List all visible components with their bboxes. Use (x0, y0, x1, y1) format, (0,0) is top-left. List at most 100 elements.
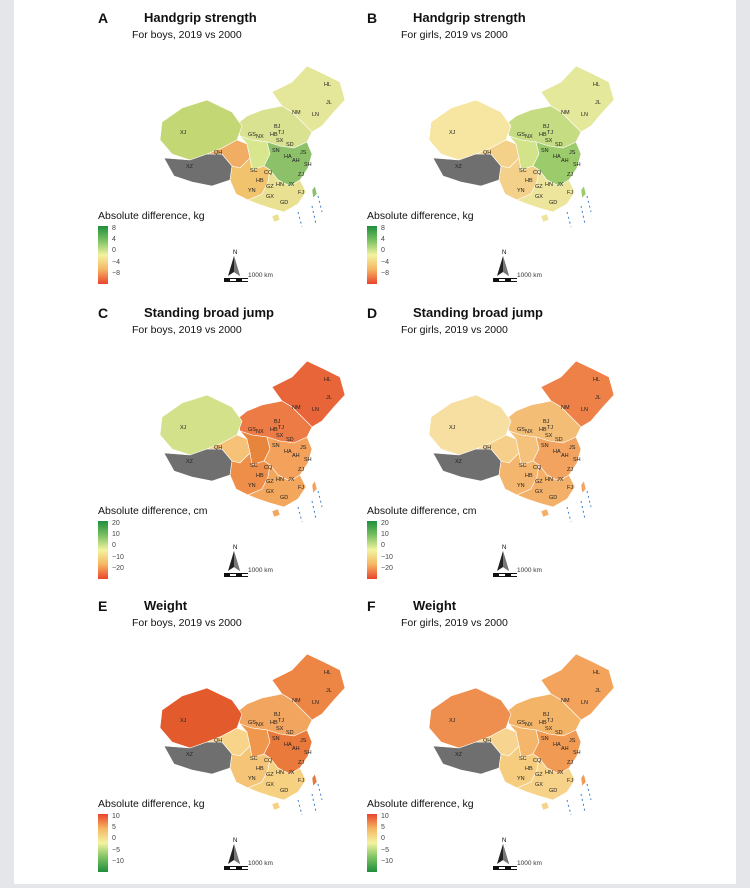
svg-text:N: N (502, 545, 506, 551)
region-southwest (229, 452, 271, 496)
province-label: BJ (274, 419, 281, 425)
south-china-sea-islands (297, 490, 323, 523)
region-hainan (540, 508, 550, 518)
region-south (247, 169, 307, 213)
panel: C Standing broad jump For boys, 2019 vs … (98, 305, 348, 595)
province-label: GX (535, 782, 543, 788)
province-label: HL (324, 377, 331, 383)
province-label: ZJ (298, 467, 304, 473)
province-label: LN (581, 407, 588, 413)
svg-text:N: N (502, 250, 506, 256)
province-label: HN (276, 770, 284, 776)
south-china-sea-islands (566, 490, 592, 523)
region-southwest (229, 157, 271, 201)
province-label: HN (545, 770, 553, 776)
province-label: FJ (298, 190, 304, 196)
province-label: GD (549, 495, 557, 501)
figure-sheet: A Handgrip strength For boys, 2019 vs 20… (14, 0, 736, 884)
province-label: JL (595, 688, 601, 694)
province-label: JL (326, 688, 332, 694)
province-label: LN (312, 700, 319, 706)
province-label: HN (276, 182, 284, 188)
south-china-sea-islands (566, 783, 592, 816)
province-label: BJ (543, 712, 550, 718)
legend-ticks: 20 10 0 −10 −20 (112, 518, 124, 574)
legend-color-bar (98, 521, 108, 579)
panel-title: Handgrip strength (144, 10, 257, 25)
province-label: NX (525, 722, 533, 728)
legend-color-bar (98, 814, 108, 872)
scale-bar-label: 1000 km (248, 272, 273, 279)
province-label: SX (276, 138, 284, 144)
province-label: SD (286, 437, 294, 443)
region-tibet (432, 448, 502, 482)
province-label: HA (553, 449, 561, 455)
province-label: FJ (567, 485, 573, 491)
province-label: BJ (543, 124, 550, 130)
province-label: HB (539, 720, 547, 726)
province-label: JS (569, 738, 576, 744)
north-arrow-icon: N (224, 838, 248, 870)
province-label: HA (284, 742, 292, 748)
legend-tick: 20 (381, 520, 389, 527)
legend-tick: 5 (381, 824, 385, 832)
legend-title: Absolute difference, kg (98, 798, 205, 810)
province-label: GD (280, 200, 288, 206)
region-southwest (498, 745, 540, 789)
province-label: HA (553, 742, 561, 748)
province-label: YN (248, 776, 256, 782)
province-label: CQ (533, 170, 542, 176)
panel-subtitle: For girls, 2019 vs 2000 (401, 324, 508, 336)
province-label: GS (248, 720, 256, 726)
province-label: HB (525, 473, 533, 479)
province-label: QH (483, 738, 491, 744)
province-label: SN (541, 148, 549, 154)
province-label: QH (483, 445, 491, 451)
province-label: NM (561, 405, 570, 411)
province-label: GX (535, 489, 543, 495)
province-label: HA (284, 449, 292, 455)
province-label: SN (272, 443, 280, 449)
province-label: XZ (186, 459, 194, 465)
legend-title: Absolute difference, kg (367, 210, 474, 222)
legend-tick: 0 (381, 542, 385, 550)
province-label: YN (517, 483, 525, 489)
region-tibet (432, 741, 502, 775)
province-label: SD (286, 142, 294, 148)
legend-tick: 0 (381, 835, 385, 843)
panel-title: Standing broad jump (144, 305, 274, 320)
panel-subtitle: For boys, 2019 vs 2000 (132, 29, 242, 41)
region-south (247, 757, 307, 801)
province-label: SD (555, 437, 563, 443)
north-arrow-icon: N (493, 838, 517, 870)
legend-ticks: 8 4 0 −4 −8 (381, 223, 389, 279)
province-label: BJ (274, 712, 281, 718)
province-label: GD (549, 200, 557, 206)
province-label: FJ (298, 778, 304, 784)
province-label: ZJ (567, 760, 573, 766)
panel: E Weight For boys, 2019 vs 2000 XJ XZ QH GS… (98, 598, 348, 888)
legend-tick: −5 (381, 846, 389, 854)
legend-title: Absolute difference, kg (98, 210, 205, 222)
province-label: HN (545, 182, 553, 188)
legend-tick: −10 (381, 857, 393, 865)
province-label: GD (280, 495, 288, 501)
region-tibet (432, 153, 502, 187)
province-label: NM (292, 110, 301, 116)
province-label: GZ (266, 772, 274, 778)
province-label: BJ (543, 419, 550, 425)
province-label: SH (573, 457, 581, 463)
province-label: LN (581, 700, 588, 706)
province-label: CQ (264, 170, 273, 176)
panel: F Weight For girls, 2019 vs 2000 XJ XZ QH G… (367, 598, 617, 888)
legend-tick: −8 (381, 269, 389, 277)
panel-label: A (98, 10, 109, 26)
legend-ticks: 10 5 0 −5 −10 (112, 811, 124, 867)
province-label: TJ (278, 130, 284, 136)
province-label: JL (326, 395, 332, 401)
north-arrow-icon: N (493, 250, 517, 282)
province-label: AH (561, 746, 569, 752)
province-label: XZ (186, 752, 194, 758)
province-label: SH (304, 457, 312, 463)
